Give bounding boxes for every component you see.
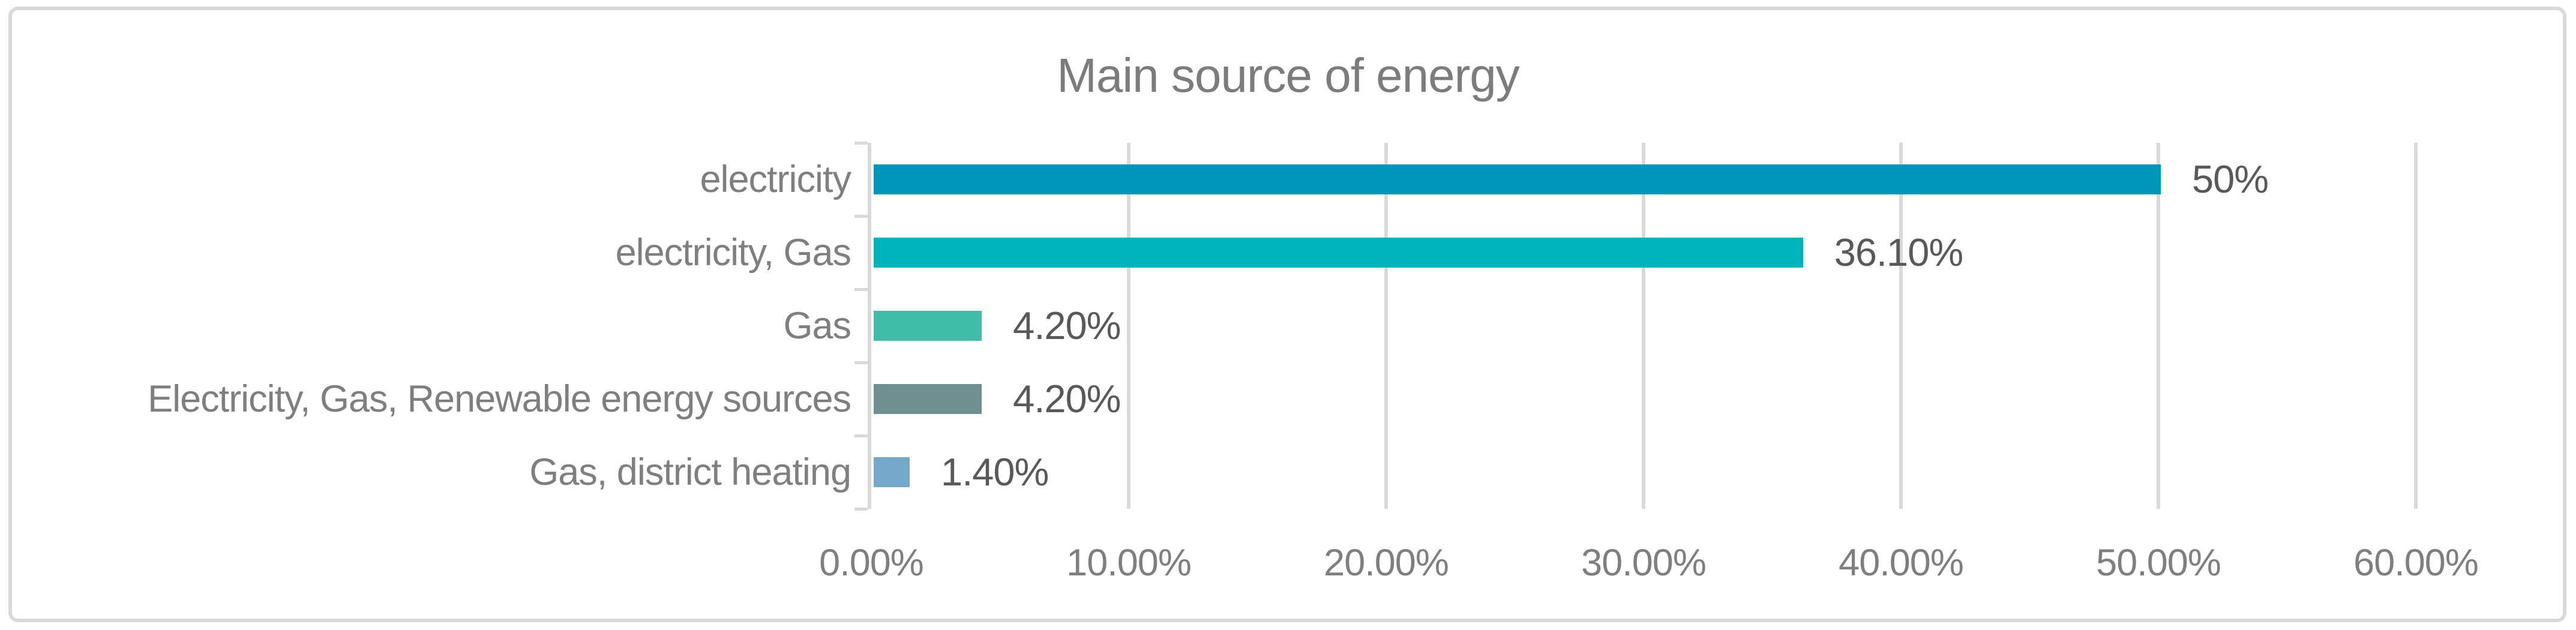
bar bbox=[874, 311, 982, 341]
category-label: electricity bbox=[700, 158, 851, 200]
x-axis-tick-label: 10.00% bbox=[1066, 542, 1192, 584]
x-axis-tick-label: 40.00% bbox=[1839, 542, 1964, 584]
category-axis-tick bbox=[854, 142, 868, 145]
gridline bbox=[1127, 143, 1130, 509]
category-label: Gas bbox=[783, 305, 851, 347]
bar bbox=[874, 384, 982, 414]
data-label: 36.10% bbox=[1834, 230, 1963, 274]
x-axis-tick-label: 50.00% bbox=[2096, 542, 2221, 584]
x-axis-tick-label: 30.00% bbox=[1581, 542, 1707, 584]
chart-title: Main source of energy bbox=[1057, 49, 1520, 102]
category-axis-tick bbox=[854, 361, 868, 364]
gridline bbox=[2414, 143, 2418, 509]
x-axis-tick-label: 0.00% bbox=[819, 542, 924, 584]
data-label: 4.20% bbox=[1013, 377, 1121, 421]
category-axis-line bbox=[868, 143, 871, 509]
bar bbox=[874, 238, 1803, 268]
gridline bbox=[1384, 143, 1388, 509]
category-axis-tick bbox=[854, 288, 868, 291]
data-label: 1.40% bbox=[941, 450, 1049, 494]
gridline bbox=[2157, 143, 2160, 509]
category-label: Gas, district heating bbox=[529, 451, 851, 493]
category-axis-tick bbox=[854, 215, 868, 218]
x-axis-tick-label: 60.00% bbox=[2353, 542, 2479, 584]
data-label: 4.20% bbox=[1013, 304, 1121, 347]
gridline bbox=[1642, 143, 1645, 509]
gridline bbox=[1899, 143, 1903, 509]
x-axis-tick-label: 20.00% bbox=[1324, 542, 1449, 584]
category-label: electricity, Gas bbox=[615, 232, 851, 274]
category-axis-tick bbox=[854, 434, 868, 437]
category-label: Electricity, Gas, Renewable energy sourc… bbox=[148, 378, 851, 420]
bar bbox=[874, 164, 2161, 194]
bar bbox=[874, 457, 910, 487]
data-label: 50% bbox=[2192, 157, 2269, 201]
category-axis-tick bbox=[854, 508, 868, 511]
